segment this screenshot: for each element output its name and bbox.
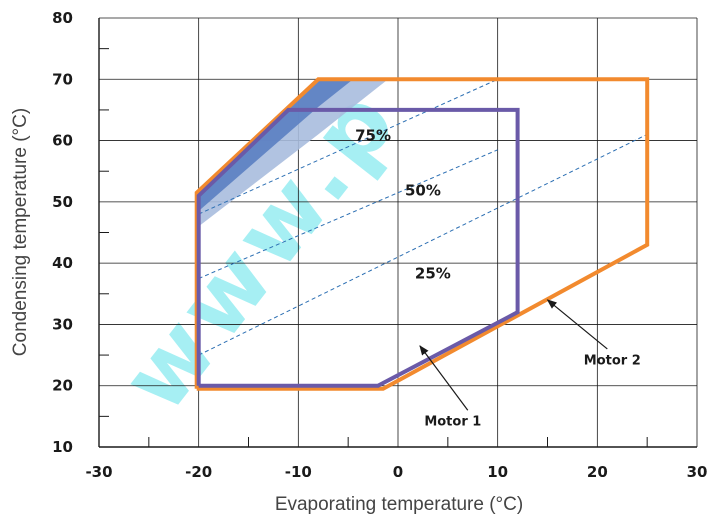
- annotation-arrow-motor-1: [419, 345, 469, 411]
- shaded-region: [198, 79, 388, 227]
- x-tick-label: 20: [587, 463, 608, 481]
- annotation-arrow-motor-2: [546, 299, 608, 350]
- x-axis-label: Evaporating temperature (°C): [275, 494, 523, 515]
- y-axis-label: Condensing temperature (°C): [10, 108, 31, 356]
- y-tick-label: 40: [52, 254, 73, 272]
- x-tick-label: -30: [85, 463, 112, 481]
- series-line-motor-1: [196, 107, 520, 388]
- plot-area: -30 -20 -10 0 10 20 30 10 20 30 40 50 60 70 80 75% 50% 25…: [52, 9, 707, 481]
- y-tick-label: 20: [52, 377, 73, 395]
- load-label-50: 50%: [405, 182, 441, 200]
- x-tick-label: 0: [393, 463, 403, 481]
- load-line-50: [198, 149, 498, 279]
- x-tick-label: -10: [285, 463, 312, 481]
- x-tick-label: 30: [687, 463, 708, 481]
- y-tick-label: 30: [52, 315, 73, 333]
- y-tick-label: 70: [52, 70, 73, 88]
- annotation-label-motor-1: Motor 1: [424, 415, 481, 430]
- y-tick-label: 10: [52, 438, 73, 456]
- series-line-motor-2: [194, 77, 650, 391]
- load-label-25: 25%: [415, 264, 451, 282]
- load-line-25: [198, 133, 648, 356]
- load-label-75: 75%: [355, 127, 391, 145]
- annotation-label-motor-2: Motor 2: [584, 353, 641, 368]
- load-line-75: [198, 78, 498, 215]
- y-tick-label: 80: [52, 9, 73, 27]
- x-tick-label: -20: [185, 463, 212, 481]
- y-tick-label: 60: [52, 132, 73, 150]
- y-tick-label: 50: [52, 193, 73, 211]
- watermark: www.p: [101, 66, 419, 431]
- x-tick-label: 10: [487, 463, 508, 481]
